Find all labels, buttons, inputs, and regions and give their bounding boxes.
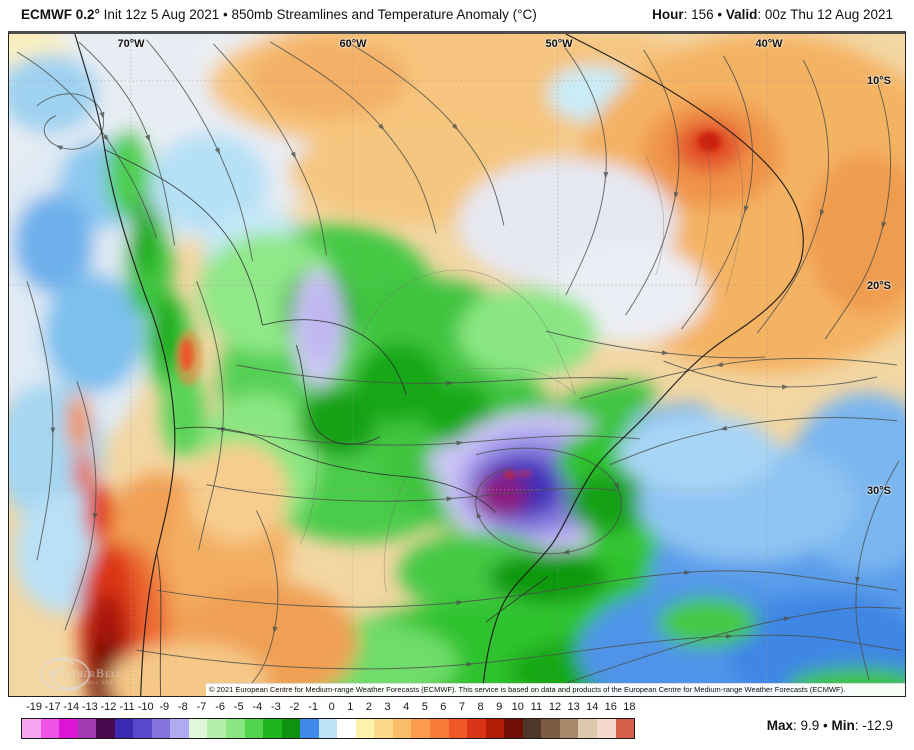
valid-label: Valid — [725, 7, 758, 22]
colorbar-label: 9 — [496, 701, 503, 713]
colorbar-cell — [114, 719, 134, 738]
colorbar-label: -19 — [26, 701, 42, 713]
coastline — [74, 34, 804, 696]
colorbar-cell — [578, 719, 597, 738]
copyright-bar: © 2021 European Centre for Medium-range … — [206, 683, 905, 696]
colorbar-label: -12 — [100, 701, 117, 713]
lon-label-60w: 60°W — [339, 38, 367, 50]
lon-label-70w: 70°W — [117, 38, 145, 50]
map-art — [9, 34, 905, 696]
colorbar-cell — [244, 719, 264, 738]
min-value: : -12.9 — [854, 718, 893, 733]
colorbar-label: 12 — [548, 701, 562, 713]
colorbar-label: 5 — [421, 701, 428, 713]
map-canvas: 70°W 60°W 50°W 40°W 10°S 20°S 30°S Weath… — [8, 31, 906, 697]
colorbar-cell — [77, 719, 97, 738]
colorbar-label: -11 — [119, 701, 135, 713]
colorbar-cell — [133, 719, 152, 738]
colorbar-label: 3 — [384, 701, 391, 713]
colorbar-cell — [392, 719, 412, 738]
colorbar-label: 16 — [604, 701, 617, 713]
model-name: ECMWF 0.2° — [21, 7, 100, 22]
lat-label-30s: 30°S — [867, 485, 891, 497]
colorbar-cell — [188, 719, 208, 738]
colorbar-cell — [374, 719, 393, 738]
colorbar-cell — [263, 719, 282, 738]
colorbar-cell — [504, 719, 523, 738]
colorbar-cell — [96, 719, 115, 738]
hour-label: Hour — [652, 7, 684, 22]
colorbar-cell — [22, 719, 41, 738]
colorbar-label: 4 — [403, 701, 410, 713]
colorbar-label: -1 — [308, 701, 318, 713]
colorbar-label: 2 — [365, 701, 372, 713]
colorbar-cell — [430, 719, 449, 738]
colorbar-label: -8 — [177, 701, 188, 713]
lat-label-10s: 10°S — [867, 75, 891, 87]
max-label: Max — [766, 718, 793, 733]
colorbar-label: 1 — [347, 701, 354, 713]
colorbar-label: -4 — [252, 701, 263, 713]
colorbar-cell — [226, 719, 245, 738]
colorbar-cell — [318, 719, 338, 738]
colorbar-label: -10 — [137, 701, 154, 713]
colorbar-cell — [541, 719, 560, 738]
colorbar-label: -13 — [81, 701, 98, 713]
colorbar-cell — [300, 719, 319, 738]
colorbar-label: 14 — [586, 701, 599, 713]
colorbar-cell — [596, 719, 616, 738]
colorbar-label: 10 — [511, 701, 524, 713]
colorbar-label: 8 — [477, 701, 484, 713]
min-label: Min — [831, 718, 855, 733]
max-value: : 9.9 • — [792, 718, 832, 733]
colorbar-label: -3 — [271, 701, 281, 713]
title-rest: Init 12z 5 Aug 2021 • 850mb Streamlines … — [99, 7, 537, 22]
colorbar-labels: -19 -17 -14 -13 -12 -11 -10 -9 -8 -7 -6 -5 -4 -3 -2 -1 0… — [21, 701, 635, 715]
hour-value: : 156 • — [683, 7, 726, 22]
lon-label-50w: 50°W — [545, 38, 573, 50]
graticule — [9, 34, 905, 696]
colorbar-label: -7 — [196, 701, 207, 713]
colorbar-cell — [559, 719, 579, 738]
colorbar-label: 11 — [530, 701, 543, 713]
colorbar-cell — [40, 719, 60, 738]
colorbar-cell — [151, 719, 171, 738]
colorbar-cell — [281, 719, 301, 738]
colorbar-cell — [522, 719, 542, 738]
colorbar-label: 18 — [623, 701, 636, 713]
colorbar-cell — [59, 719, 78, 738]
country-borders — [104, 149, 549, 696]
max-min-stats: Max: 9.9 • Min: -12.9 — [767, 718, 893, 733]
state-borders — [300, 135, 743, 593]
colorbar-cell — [485, 719, 505, 738]
colorbar-cell — [448, 719, 468, 738]
colorbar-cell — [170, 719, 189, 738]
hour-valid-text: Hour: 156 • Valid: 00z Thu 12 Aug 2021 — [652, 7, 893, 22]
streamlines — [16, 39, 902, 693]
colorbar-label: 0 — [328, 701, 335, 713]
colorbar-gradient — [21, 718, 635, 739]
colorbar-label: -9 — [159, 701, 170, 713]
colorbar-cell — [355, 719, 375, 738]
colorbar-cell — [615, 719, 635, 738]
colorbar-label: -17 — [44, 701, 61, 713]
colorbar-label: -6 — [215, 701, 225, 713]
lat-label-20s: 20°S — [867, 280, 891, 292]
colorbar-cell — [337, 719, 356, 738]
colorbar-cell — [411, 719, 431, 738]
lon-label-40w: 40°W — [755, 38, 783, 50]
colorbar-label: 7 — [458, 701, 466, 713]
colorbar-label: -2 — [289, 701, 300, 713]
colorbar-label: -14 — [63, 701, 80, 713]
colorbar-cell — [207, 719, 227, 738]
colorbar-label: 13 — [567, 701, 580, 713]
colorbar-cell — [467, 719, 486, 738]
page-title: ECMWF 0.2° Init 12z 5 Aug 2021 • 850mb S… — [21, 7, 537, 22]
colorbar-label: -5 — [233, 701, 244, 713]
colorbar-label: 6 — [440, 701, 447, 713]
valid-value: : 00z Thu 12 Aug 2021 — [757, 7, 893, 22]
colorbar: -19 -17 -14 -13 -12 -11 -10 -9 -8 -7 -6 -5 -4 -3 -2 -1 0… — [21, 701, 636, 743]
